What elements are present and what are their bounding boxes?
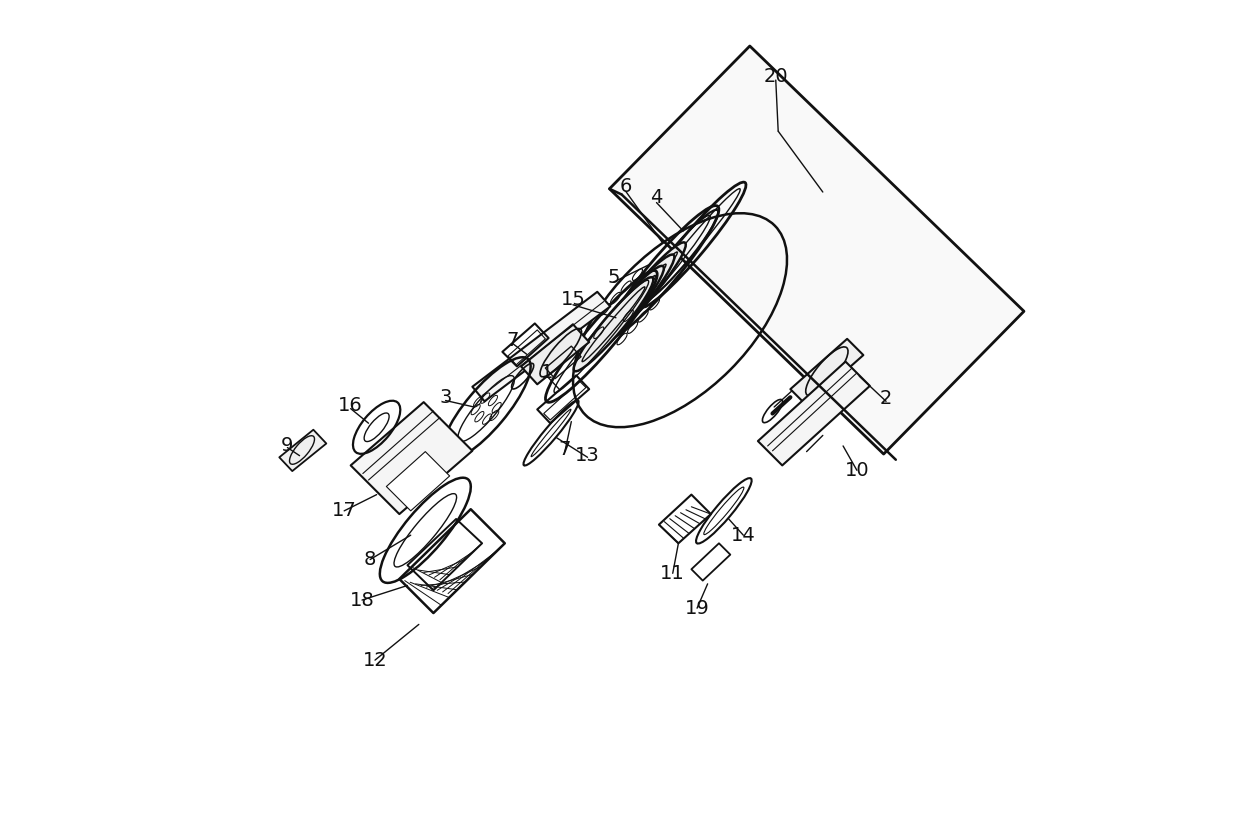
Polygon shape [790, 339, 863, 405]
Polygon shape [609, 46, 1024, 454]
Ellipse shape [574, 278, 653, 371]
Text: 7: 7 [507, 331, 520, 350]
Polygon shape [387, 452, 450, 511]
Text: 9: 9 [281, 436, 294, 456]
Text: 20: 20 [764, 67, 789, 85]
Text: 19: 19 [684, 598, 709, 618]
Text: 10: 10 [844, 461, 869, 479]
Text: 12: 12 [362, 650, 387, 670]
Text: 18: 18 [350, 591, 374, 610]
Text: 1: 1 [541, 363, 553, 383]
Text: 3: 3 [439, 387, 451, 407]
Polygon shape [472, 291, 610, 401]
Text: 7: 7 [559, 440, 572, 458]
Text: 11: 11 [661, 564, 686, 583]
Text: 17: 17 [332, 501, 357, 520]
Text: 14: 14 [730, 526, 755, 545]
Text: 8: 8 [365, 550, 376, 569]
Text: 2: 2 [880, 389, 893, 409]
Text: 16: 16 [339, 396, 363, 415]
Ellipse shape [606, 243, 686, 336]
Polygon shape [279, 430, 326, 471]
Ellipse shape [595, 255, 675, 348]
Ellipse shape [584, 266, 663, 360]
Text: 13: 13 [575, 446, 600, 465]
Text: 4: 4 [650, 188, 662, 208]
Polygon shape [351, 402, 472, 514]
Polygon shape [758, 361, 869, 466]
Text: 15: 15 [560, 291, 585, 309]
Text: 6: 6 [620, 177, 632, 196]
Text: 5: 5 [608, 268, 620, 287]
Polygon shape [521, 324, 589, 384]
